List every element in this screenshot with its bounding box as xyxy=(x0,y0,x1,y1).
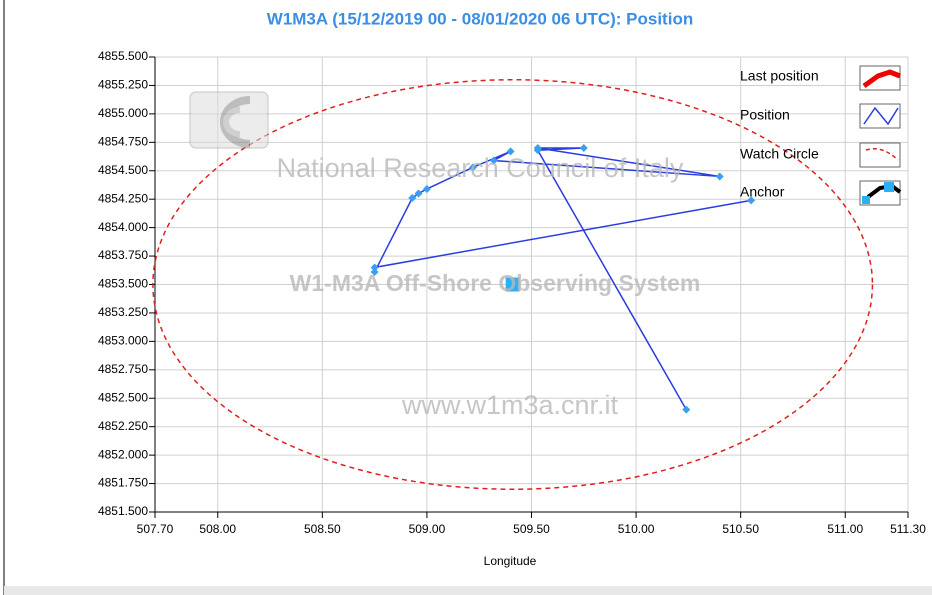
position-point xyxy=(422,184,431,193)
position-point xyxy=(579,144,588,152)
position-point xyxy=(489,156,498,165)
y-tick-label: 4855.000 xyxy=(98,106,148,120)
y-tick-label: 4854.500 xyxy=(98,163,148,177)
y-tick-label: 4854.000 xyxy=(98,220,148,234)
legend-label: Position xyxy=(740,107,790,123)
legend-swatch xyxy=(859,103,901,129)
y-tick-label: 4853.500 xyxy=(98,277,148,291)
x-axis-label: Longitude xyxy=(484,554,537,568)
x-tick-label: 508.00 xyxy=(199,522,236,536)
x-tick-label: 509.50 xyxy=(513,522,550,536)
legend-icon xyxy=(865,148,899,161)
position-point xyxy=(370,263,379,272)
x-tick-label: 510.50 xyxy=(722,522,759,536)
watermark: National Research Council of Italy xyxy=(277,153,684,183)
chart-title: W1M3A (15/12/2019 00 - 08/01/2020 06 UTC… xyxy=(267,9,693,28)
position-point xyxy=(506,147,515,156)
legend-icon xyxy=(862,69,901,89)
position-point xyxy=(682,405,691,414)
position-point xyxy=(408,194,417,203)
position-point xyxy=(533,146,542,155)
y-tick-label: 4853.000 xyxy=(98,334,148,348)
y-tick-label: 4855.250 xyxy=(98,78,148,92)
x-tick-label: 510.00 xyxy=(618,522,655,536)
legend-icon xyxy=(863,106,899,126)
legend-label: Last position xyxy=(740,68,819,84)
y-tick-label: 4852.750 xyxy=(98,362,148,376)
watch-circle xyxy=(152,79,874,490)
x-tick-label: 507.70 xyxy=(137,522,174,536)
y-tick-label: 4853.250 xyxy=(98,305,148,319)
position-point xyxy=(715,172,724,181)
y-tick-label: 4851.500 xyxy=(98,504,148,518)
x-tick-label: 511.30 xyxy=(890,522,926,536)
legend-icon xyxy=(862,196,870,204)
status-bar xyxy=(4,586,932,595)
watermark: www.w1m3a.cnr.it xyxy=(401,390,619,420)
plot-area: 4851.500 4851.750 4852.000 4852.250 4852.500… xyxy=(98,49,926,536)
legend-icon xyxy=(884,182,894,192)
y-tick-label: 4852.500 xyxy=(98,390,148,404)
anchor-point xyxy=(505,277,520,292)
position-point xyxy=(468,163,477,172)
legend: Last position Position Watch Circle Anch… xyxy=(740,65,902,206)
y-tick-label: 4853.750 xyxy=(98,248,148,262)
y-tick-label: 4854.250 xyxy=(98,191,148,205)
logo xyxy=(189,91,269,149)
position-point xyxy=(747,196,756,205)
legend-swatch xyxy=(859,142,901,168)
legend-label: Watch Circle xyxy=(740,146,819,162)
y-tick-label: 4852.250 xyxy=(98,419,148,433)
x-tick-label: 511.00 xyxy=(827,522,863,536)
y-tick-label: 4852.000 xyxy=(98,447,148,461)
watermark: W1-M3A Off-Shore Observing System xyxy=(290,270,701,296)
position-point xyxy=(370,267,379,276)
y-tick-label: 4854.750 xyxy=(98,134,148,148)
x-tick-label: 508.50 xyxy=(304,522,341,536)
position-point xyxy=(414,189,423,198)
y-tick-label: 4855.500 xyxy=(98,49,148,63)
legend-label: Anchor xyxy=(740,184,785,200)
y-tick-label: 4851.750 xyxy=(98,476,148,490)
x-tick-label: 509.00 xyxy=(409,522,446,536)
